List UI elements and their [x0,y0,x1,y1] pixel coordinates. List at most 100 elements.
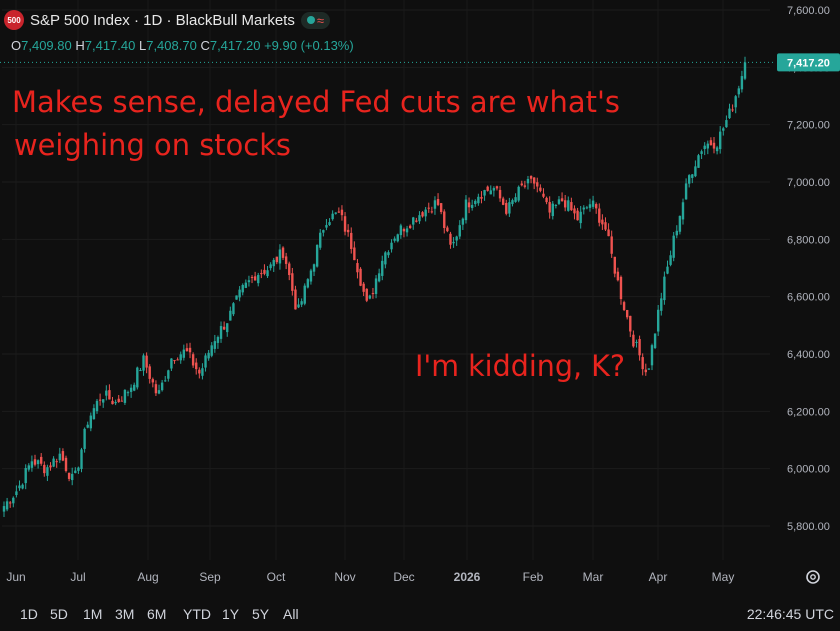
candle-body [706,143,709,149]
candle-body [67,472,71,479]
candle-body [77,467,80,471]
candle-body [226,323,229,333]
candle-body [691,174,694,178]
candle-body [312,264,316,272]
candle-body [384,252,387,265]
range-5d[interactable]: 5D [50,606,68,622]
candle-body [607,229,610,237]
candle-body [176,359,179,361]
candle-body [452,241,455,244]
candle-body [253,276,257,281]
candle-body [337,211,341,213]
candle-body [412,217,415,225]
price-chart[interactable]: 5,800.00 6,000.00 6,200.00 6,400.00 6,600.00… [0,0,840,590]
candle-body [207,352,210,359]
y-tick-label: 5,800.00 [787,521,830,533]
candle-body [9,502,12,504]
candle-body [222,326,226,330]
candle-body [743,62,747,79]
status-pill[interactable]: ≈ [300,11,330,29]
candle-body [40,456,43,464]
market-open-icon [306,16,315,24]
candle-body [629,315,632,332]
candle-body [458,225,461,237]
candle-body [418,215,421,222]
candle-body [529,175,533,179]
x-tick-label: May [712,570,735,584]
candle-body [272,259,275,267]
candle-body [46,467,49,476]
candle-body [570,202,573,211]
y-tick-label: 6,800.00 [787,234,830,246]
candle-body [71,473,74,481]
x-tick-label: Aug [137,570,158,584]
candle-body [27,465,31,470]
candle-body [740,76,744,90]
candle-body [501,198,505,205]
y-tick-label: 6,400.00 [787,349,830,361]
candle-body [114,401,117,404]
candle-body [315,244,319,267]
x-tick-label: Jul [70,570,85,584]
range-6m[interactable]: 6M [147,606,167,622]
settings-gear-icon[interactable] [804,568,822,586]
candle-body [356,263,359,273]
wave-icon: ≈ [316,12,324,28]
range-5y[interactable]: 5Y [252,606,270,622]
candle-body [573,208,576,214]
candle-body [33,459,37,465]
chart-area[interactable]: 5,800.00 6,000.00 6,200.00 6,400.00 6,600.00… [0,0,840,590]
candle-body [474,200,477,205]
candle-body [622,302,626,311]
candle-body [514,197,517,202]
x-tick-label: Dec [393,570,414,584]
candle-body [167,370,170,379]
candle-body [737,88,740,95]
candle-body [576,210,579,221]
candle-body [539,187,542,191]
range-3m[interactable]: 3M [115,606,135,622]
candle-body [164,380,167,382]
candle-body [83,428,86,449]
candle-body [405,228,409,233]
candle-body [728,108,731,119]
candle-body [712,142,716,149]
candle-body [198,369,201,374]
candle-body [108,390,111,400]
range-1m[interactable]: 1M [83,606,103,622]
candle-body [195,362,198,370]
candle-body [244,282,248,288]
range-1d[interactable]: 1D [20,606,38,622]
candle-body [725,120,728,128]
candle-body [92,408,96,420]
x-tick-label: Nov [334,570,355,584]
candle-body [439,203,443,213]
symbol-title[interactable]: S&P 500 Index · 1D · BlackBull Markets [30,11,295,29]
candle-body [61,451,65,461]
candle-body [266,270,269,277]
candle-body [368,295,372,299]
candle-body [2,506,6,512]
candle-body [284,256,288,264]
candle-body [542,193,545,197]
candle-body [436,199,440,205]
candle-body [498,189,502,199]
close-value: 7,417.20 [209,38,261,53]
candle-body [36,460,40,465]
range-1y[interactable]: 1Y [222,606,240,622]
candle-body [179,354,182,361]
candle-body [486,186,489,191]
candle-body [523,185,527,187]
candle-body [390,242,393,250]
candle-body [145,355,148,368]
candle-body [660,298,663,311]
candle-body [467,202,471,208]
candle-body [672,235,675,258]
candle-body [133,384,136,391]
candle-body [374,278,378,294]
range-all[interactable]: All [283,606,299,622]
range-ytd[interactable]: YTD [183,606,211,622]
candle-body [532,177,536,184]
candle-body [678,215,682,232]
candle-body [610,236,613,254]
